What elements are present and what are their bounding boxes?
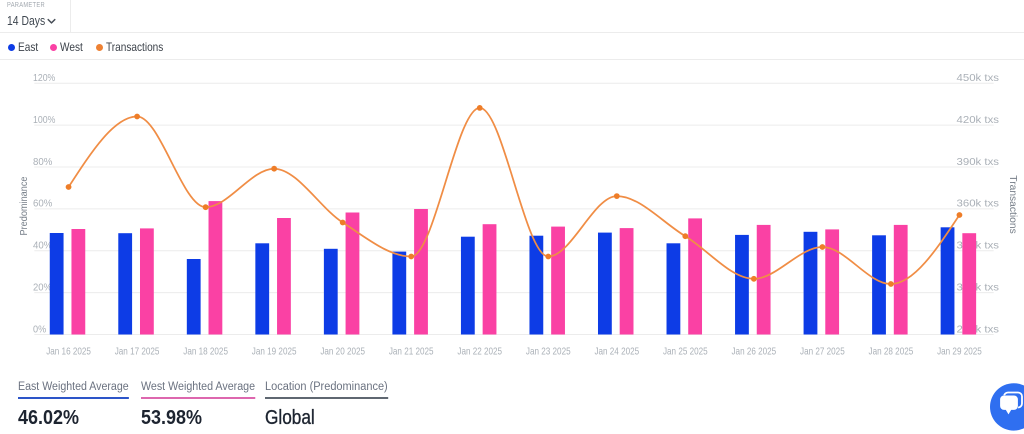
svg-text:0%: 0% — [33, 323, 46, 335]
svg-text:450k txs: 450k txs — [957, 72, 1000, 84]
svg-text:40%: 40% — [33, 240, 52, 252]
svg-text:Jan 19 2025: Jan 19 2025 — [252, 346, 297, 358]
svg-text:390k txs: 390k txs — [957, 156, 1000, 168]
svg-text:60%: 60% — [33, 198, 52, 210]
svg-text:Jan 28 2025: Jan 28 2025 — [869, 346, 914, 358]
svg-text:Jan 29 2025: Jan 29 2025 — [937, 346, 982, 358]
svg-text:Jan 20 2025: Jan 20 2025 — [320, 346, 365, 358]
svg-text:80%: 80% — [33, 156, 52, 168]
svg-text:Predominance: Predominance — [18, 176, 30, 235]
svg-text:20%: 20% — [33, 281, 52, 293]
svg-text:Jan 17 2025: Jan 17 2025 — [115, 346, 160, 358]
svg-text:Jan 24 2025: Jan 24 2025 — [594, 346, 639, 358]
svg-text:Jan 27 2025: Jan 27 2025 — [800, 346, 845, 358]
svg-text:Transactions: Transactions — [1007, 175, 1019, 233]
svg-text:360k txs: 360k txs — [957, 198, 1000, 210]
svg-text:100%: 100% — [33, 114, 55, 126]
svg-text:Jan 26 2025: Jan 26 2025 — [732, 346, 777, 358]
svg-text:Jan 18 2025: Jan 18 2025 — [183, 346, 228, 358]
svg-text:Jan 25 2025: Jan 25 2025 — [663, 346, 708, 358]
svg-text:120%: 120% — [33, 72, 55, 84]
svg-text:Jan 16 2025: Jan 16 2025 — [46, 346, 91, 358]
svg-text:420k txs: 420k txs — [957, 114, 1000, 126]
svg-text:Jan 23 2025: Jan 23 2025 — [526, 346, 571, 358]
svg-text:Jan 21 2025: Jan 21 2025 — [389, 346, 434, 358]
svg-text:Jan 22 2025: Jan 22 2025 — [457, 346, 502, 358]
